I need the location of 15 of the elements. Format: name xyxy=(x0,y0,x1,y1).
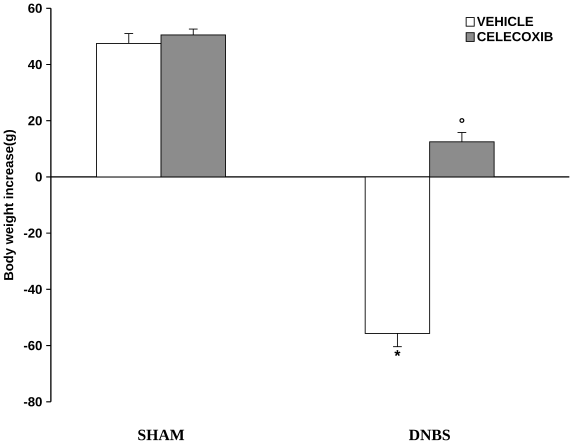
y-tick-label: -40 xyxy=(24,284,42,294)
y-tick-label: 40 xyxy=(28,60,42,70)
x-tick-label: SHAM xyxy=(138,430,184,440)
y-tick-label: -60 xyxy=(24,340,42,350)
data-label: ° xyxy=(459,118,464,123)
y-tick-label: -20 xyxy=(24,228,42,238)
y-tick-label: 0 xyxy=(36,172,42,182)
legend-label: CELECOXIB xyxy=(477,32,553,42)
legend-label: VEHICLE xyxy=(476,16,534,26)
x-tick-label: DNBS xyxy=(408,430,450,440)
y-axis-title: Body weight increase(g) xyxy=(4,130,16,280)
y-tick-label: 60 xyxy=(28,4,42,13)
y-tick-label: -80 xyxy=(24,397,42,406)
y-tick-label: 20 xyxy=(28,116,42,126)
data-label: * xyxy=(394,350,400,356)
